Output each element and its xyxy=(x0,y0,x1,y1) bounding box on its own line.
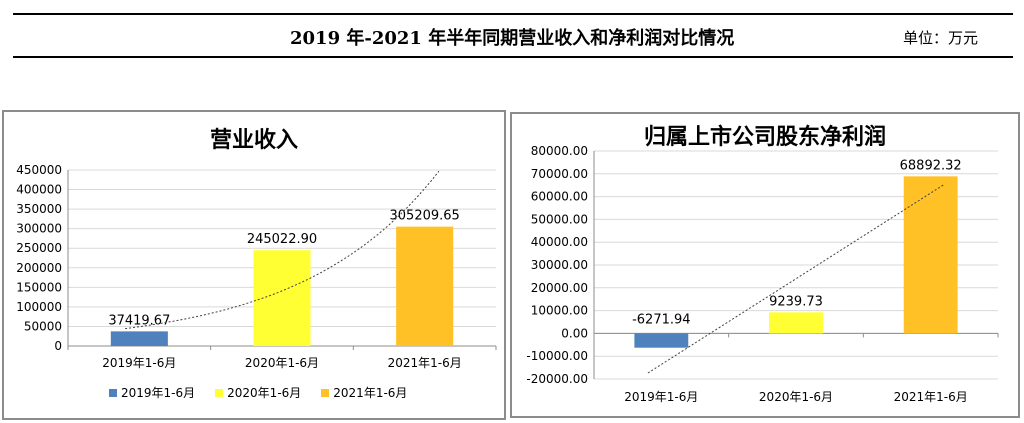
x-tick-label: 2021年1-6月 xyxy=(388,356,462,370)
data-label: 37419.67 xyxy=(108,313,170,328)
legend-swatch-2020 xyxy=(215,388,224,397)
trendline xyxy=(125,170,440,330)
y-tick-label: 450000 xyxy=(16,163,62,177)
data-label: 9239.73 xyxy=(769,294,823,309)
legend-item-2020: 2020年1-6月 xyxy=(215,384,301,401)
net-profit-chart: 归属上市公司股东净利润 -20000.00 -10000.00 0.00 10000.… xyxy=(510,112,1020,418)
legend-label-2019: 2019年1-6月 xyxy=(121,386,196,400)
header-top-rule xyxy=(13,13,1013,15)
y-tick-label: 70000.00 xyxy=(531,167,588,181)
x-tick-label: 2020年1-6月 xyxy=(245,356,319,370)
y-tick-label: 100000 xyxy=(16,300,62,314)
legend-label-2021: 2021年1-6月 xyxy=(333,386,408,400)
y-tick-label: 200000 xyxy=(16,261,62,275)
data-label: 305209.65 xyxy=(390,209,460,224)
y-tick-label: 150000 xyxy=(16,280,62,294)
revenue-chart-plot: 0 50000 100000 150000 200000 250000 300000 3500… xyxy=(16,163,497,370)
revenue-legend: 2019年1-6月 2020年1-6月 2021年1-6月 xyxy=(109,384,407,401)
revenue-chart: 营业收入 0 50000 100000 150000 200000 250000 30000… xyxy=(2,110,506,420)
y-tick-label: 0 xyxy=(54,339,62,353)
y-tick-label: 350000 xyxy=(16,202,62,216)
y-tick-label: 40000.00 xyxy=(531,235,588,249)
x-tick-label: 2019年1-6月 xyxy=(624,390,698,404)
net-profit-chart-plot: -20000.00 -10000.00 0.00 10000.00 20000.00 30… xyxy=(526,144,999,404)
x-tick-label: 2019年1-6月 xyxy=(102,356,176,370)
legend-item-2021: 2021年1-6月 xyxy=(321,384,407,401)
y-tick-label: 60000.00 xyxy=(531,190,588,204)
trendline xyxy=(647,184,945,374)
legend-swatch-2021 xyxy=(321,388,330,397)
bar xyxy=(903,176,958,334)
y-tick-label: 400000 xyxy=(16,183,62,197)
report-title: 2019 年-2021 年半年同期营业收入和净利润对比情况 xyxy=(290,28,735,49)
y-tick-label: 50000 xyxy=(24,319,62,333)
x-tick-label: 2021年1-6月 xyxy=(894,390,968,404)
unit-label: 单位：万元 xyxy=(903,29,979,47)
bar xyxy=(110,331,168,346)
y-tick-label: 20000.00 xyxy=(531,281,588,295)
legend-label-2020: 2020年1-6月 xyxy=(227,386,302,400)
header-bottom-rule xyxy=(13,56,1013,58)
net-profit-chart-title: 归属上市公司股东净利润 xyxy=(643,125,886,150)
y-tick-label: 300000 xyxy=(16,222,62,236)
x-tick-label: 2020年1-6月 xyxy=(759,390,833,404)
y-tick-label: 0.00 xyxy=(561,326,588,340)
y-tick-label: 80000.00 xyxy=(531,144,588,158)
legend-swatch-2019 xyxy=(109,388,117,397)
data-label: -6271.94 xyxy=(632,312,690,327)
bar xyxy=(769,312,823,334)
data-label: 68892.32 xyxy=(900,158,962,173)
y-tick-label: 50000.00 xyxy=(531,212,588,226)
revenue-chart-title: 营业收入 xyxy=(209,128,298,153)
bar xyxy=(396,226,454,346)
y-tick-label: -20000.00 xyxy=(526,372,588,386)
data-label: 245022.90 xyxy=(247,232,317,247)
y-tick-label: 10000.00 xyxy=(531,304,588,318)
y-tick-label: 250000 xyxy=(16,241,62,255)
legend-item-2019: 2019年1-6月 xyxy=(109,384,195,401)
bar xyxy=(634,333,689,348)
y-tick-label: 30000.00 xyxy=(531,258,588,272)
y-tick-label: -10000.00 xyxy=(526,349,588,363)
